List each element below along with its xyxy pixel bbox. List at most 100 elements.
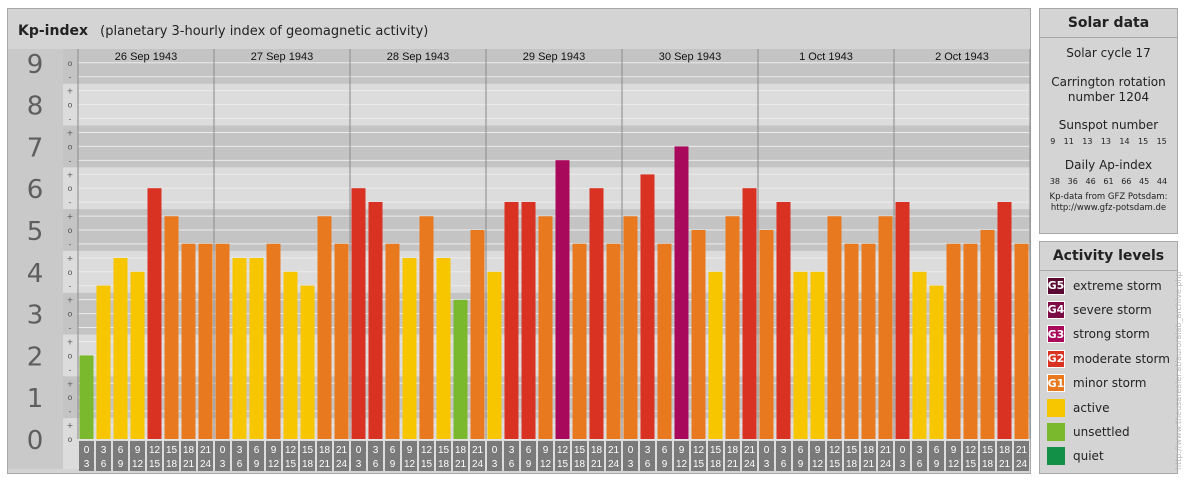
interval-end: 12: [132, 459, 144, 470]
kp-bar: [929, 285, 944, 439]
interval-end: 18: [982, 459, 994, 470]
interval-cell: [402, 441, 417, 471]
kp-bar: [878, 216, 893, 439]
sub-tick: o: [68, 351, 73, 360]
interval-end: 12: [948, 459, 960, 470]
y-tick-label: 3: [27, 301, 44, 331]
interval-cell: [419, 441, 434, 471]
kp-bar: [572, 243, 587, 439]
interval-start: 12: [557, 445, 569, 456]
sub-tick: +: [67, 254, 74, 263]
ap-value-3: 61: [1103, 177, 1114, 186]
band-9: [8, 49, 1030, 84]
interval-cell: [997, 441, 1012, 471]
interval-end: 18: [574, 459, 586, 470]
interval-end: 3: [220, 459, 226, 470]
kp-bar: [759, 230, 774, 439]
kp-bar: [266, 243, 281, 439]
interval-end: 3: [84, 459, 90, 470]
interval-end: 12: [812, 459, 824, 470]
interval-cell: [844, 441, 859, 471]
interval-cell: [810, 441, 825, 471]
interval-start: 6: [526, 445, 532, 456]
interval-end: 6: [101, 459, 107, 470]
legend-swatch: G3: [1047, 325, 1065, 344]
ap-value-1: 36: [1067, 177, 1078, 186]
interval-start: 0: [764, 445, 770, 456]
kp-bar: [844, 243, 859, 439]
sunspot-value-0: 9: [1050, 137, 1056, 146]
interval-cell: [266, 441, 281, 471]
kp-bar: [504, 201, 519, 439]
interval-cell: [436, 441, 451, 471]
interval-end: 3: [628, 459, 634, 470]
y-tick-label: 0: [27, 426, 44, 456]
interval-cell: [1014, 441, 1029, 471]
kp-bar: [198, 243, 213, 439]
interval-end: 9: [390, 459, 396, 470]
interval-start: 9: [679, 445, 685, 456]
kp-bar: [708, 271, 723, 439]
interval-start: 9: [135, 445, 141, 456]
interval-cell: [130, 441, 145, 471]
interval-cell: [827, 441, 842, 471]
sub-tick: o: [68, 393, 73, 402]
interval-end: 3: [356, 459, 362, 470]
interval-end: 18: [846, 459, 858, 470]
kp-bar: [419, 216, 434, 439]
interval-cell: [725, 441, 740, 471]
interval-start: 12: [285, 445, 297, 456]
kp-bar: [164, 216, 179, 439]
interval-start: 21: [608, 445, 620, 456]
interval-start: 18: [863, 445, 875, 456]
interval-start: 21: [1016, 445, 1028, 456]
interval-start: 15: [846, 445, 858, 456]
interval-end: 24: [608, 459, 620, 470]
ap-index-values: 38 36 46 61 66 45 44: [1040, 177, 1177, 186]
kp-bar: [436, 258, 451, 439]
sub-tick: -: [69, 365, 72, 374]
kp-bar: [368, 201, 383, 439]
interval-start: 12: [149, 445, 161, 456]
legend-item-minor-storm: G1 minor storm: [1047, 374, 1146, 393]
interval-start: 15: [438, 445, 450, 456]
interval-start: 3: [101, 445, 107, 456]
y-tick-label: 7: [27, 133, 44, 163]
y-axis-column: [8, 49, 63, 469]
interval-cell: [640, 441, 655, 471]
sub-tick: -: [69, 240, 72, 249]
day-label: 26 Sep 1943: [115, 51, 177, 63]
interval-cell: [674, 441, 689, 471]
interval-cell: [538, 441, 553, 471]
kp-bar: [334, 243, 349, 439]
sub-tick: o: [68, 310, 73, 319]
kp-bar: [130, 271, 145, 439]
interval-end: 18: [710, 459, 722, 470]
sub-tick: -: [69, 115, 72, 124]
interval-start: 15: [982, 445, 994, 456]
interval-cell: [589, 441, 604, 471]
kp-bar: [606, 243, 621, 439]
legend-swatch: G2: [1047, 349, 1065, 368]
kp-bar: [912, 271, 927, 439]
y-tick-label: 9: [27, 50, 44, 80]
interval-end: 15: [421, 459, 433, 470]
ap-value-5: 45: [1139, 177, 1150, 186]
interval-start: 6: [390, 445, 396, 456]
sunspot-value-2: 13: [1082, 137, 1093, 146]
interval-end: 9: [798, 459, 804, 470]
kp-chart-panel: Kp-index (planetary 3-hourly index of ge…: [7, 8, 1031, 474]
legend-label: minor storm: [1073, 376, 1147, 391]
sub-tick: o: [68, 435, 73, 444]
interval-cell: [572, 441, 587, 471]
interval-cell: [164, 441, 179, 471]
interval-start: 6: [118, 445, 124, 456]
legend-swatch: G5: [1047, 276, 1065, 295]
interval-cell: [453, 441, 468, 471]
interval-end: 15: [149, 459, 161, 470]
interval-end: 24: [744, 459, 756, 470]
interval-start: 9: [815, 445, 821, 456]
interval-cell: [861, 441, 876, 471]
interval-end: 12: [268, 459, 280, 470]
interval-start: 18: [727, 445, 739, 456]
